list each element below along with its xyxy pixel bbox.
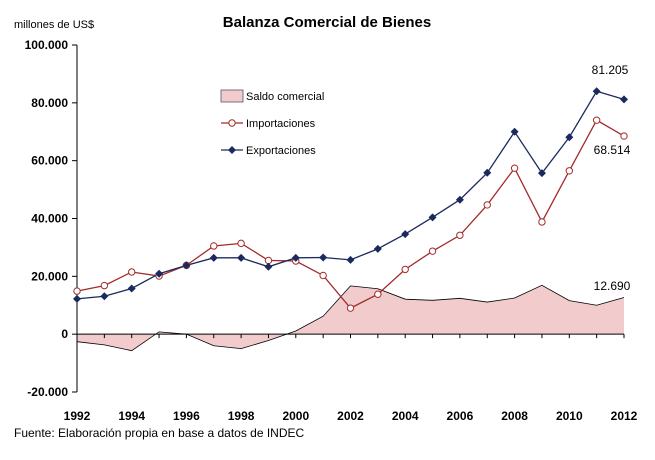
y-tick-label: 20.000 — [31, 269, 68, 283]
data-point-importaciones — [237, 239, 245, 248]
data-point-importaciones — [346, 304, 355, 312]
y-tick-label: 80.000 — [31, 96, 68, 110]
data-point-exportaciones — [565, 133, 574, 142]
y-axis-unit-label: millones de US$ — [14, 19, 94, 31]
data-point-importaciones — [592, 116, 601, 124]
data-point-exportaciones — [100, 292, 109, 301]
y-tick-label: -20.000 — [27, 385, 68, 399]
data-point-importaciones — [128, 268, 136, 276]
x-tick-label: 2004 — [392, 409, 419, 423]
data-point-exportaciones — [127, 284, 136, 293]
annotation-imports-2012: 68.514 — [594, 143, 631, 157]
data-point-exportaciones — [373, 244, 382, 253]
data-point-importaciones — [483, 201, 491, 209]
data-point-exportaciones — [155, 269, 164, 278]
area-saldo-outline — [76, 284, 625, 352]
y-tick-label: 0 — [61, 327, 68, 341]
tick-labels: 100.000 80.000 60.000 40.000 20.000 0 -20.000 1… — [25, 38, 638, 423]
legend-label-exportaciones: Exportaciones — [246, 145, 316, 157]
x-tick-label: 2010 — [556, 409, 583, 423]
area-saldo-comercial — [77, 285, 624, 351]
series-line-exportaciones — [76, 90, 625, 300]
data-point-exportaciones — [592, 87, 601, 96]
data-point-exportaciones — [620, 95, 628, 104]
y-tick-label: 40.000 — [31, 212, 68, 226]
data-point-exportaciones — [428, 213, 437, 222]
x-tick-label: 2006 — [447, 409, 474, 423]
data-point-importaciones — [374, 290, 382, 298]
legend-swatch-saldo — [220, 89, 244, 103]
data-point-importaciones — [319, 271, 327, 280]
data-point-exportaciones — [319, 253, 328, 262]
x-tick-label: 1996 — [173, 409, 200, 423]
marker-layer — [73, 87, 628, 312]
data-point-importaciones — [565, 167, 573, 175]
data-point-exportaciones — [401, 230, 410, 239]
legend: Saldo comercial Importaciones Exportacio… — [220, 89, 324, 157]
source-note: Fuente: Elaboración propia en base a dat… — [14, 426, 305, 440]
data-point-importaciones — [456, 231, 464, 239]
chart-title: Balanza Comercial de Bienes — [223, 14, 431, 31]
annotation-balance-2012: 12.690 — [594, 279, 631, 293]
x-tick-label: 1998 — [228, 409, 255, 423]
data-point-importaciones — [428, 247, 437, 255]
data-point-importaciones — [538, 218, 546, 226]
x-tick-label: 1992 — [64, 409, 91, 423]
legend-marker-exportaciones — [228, 146, 236, 154]
y-tick-label: 100.000 — [25, 38, 69, 52]
data-point-exportaciones — [237, 253, 246, 262]
y-tick-label: 60.000 — [31, 154, 68, 168]
data-point-exportaciones — [510, 127, 519, 136]
data-point-exportaciones — [209, 253, 218, 262]
data-point-exportaciones — [182, 261, 191, 270]
legend-label-importaciones: Importaciones — [246, 118, 316, 130]
data-point-exportaciones — [291, 253, 300, 262]
series-line-importaciones — [76, 119, 625, 309]
data-point-exportaciones — [264, 262, 273, 271]
x-tick-label: 2012 — [611, 409, 638, 423]
legend-label-saldo: Saldo comercial — [246, 91, 324, 103]
x-tick-label: 2002 — [337, 409, 364, 423]
annotation-exports-2012: 81.205 — [592, 63, 629, 77]
area-layer — [76, 284, 625, 352]
x-tick-label: 1994 — [118, 409, 145, 423]
data-point-importaciones — [100, 281, 109, 290]
data-point-exportaciones — [73, 294, 81, 303]
data-point-exportaciones — [455, 195, 464, 204]
data-point-exportaciones — [537, 169, 546, 178]
data-point-importaciones — [73, 287, 81, 295]
data-point-importaciones — [264, 256, 273, 265]
x-tick-label: 2008 — [501, 409, 528, 423]
x-tick-label: 2000 — [282, 409, 309, 423]
data-point-exportaciones — [483, 168, 492, 177]
legend-marker-importaciones — [228, 119, 236, 127]
data-point-exportaciones — [346, 255, 355, 264]
data-point-importaciones — [401, 265, 409, 274]
data-point-importaciones — [620, 132, 628, 140]
axes — [72, 44, 625, 393]
data-point-importaciones — [210, 242, 218, 250]
data-point-importaciones — [510, 164, 519, 172]
